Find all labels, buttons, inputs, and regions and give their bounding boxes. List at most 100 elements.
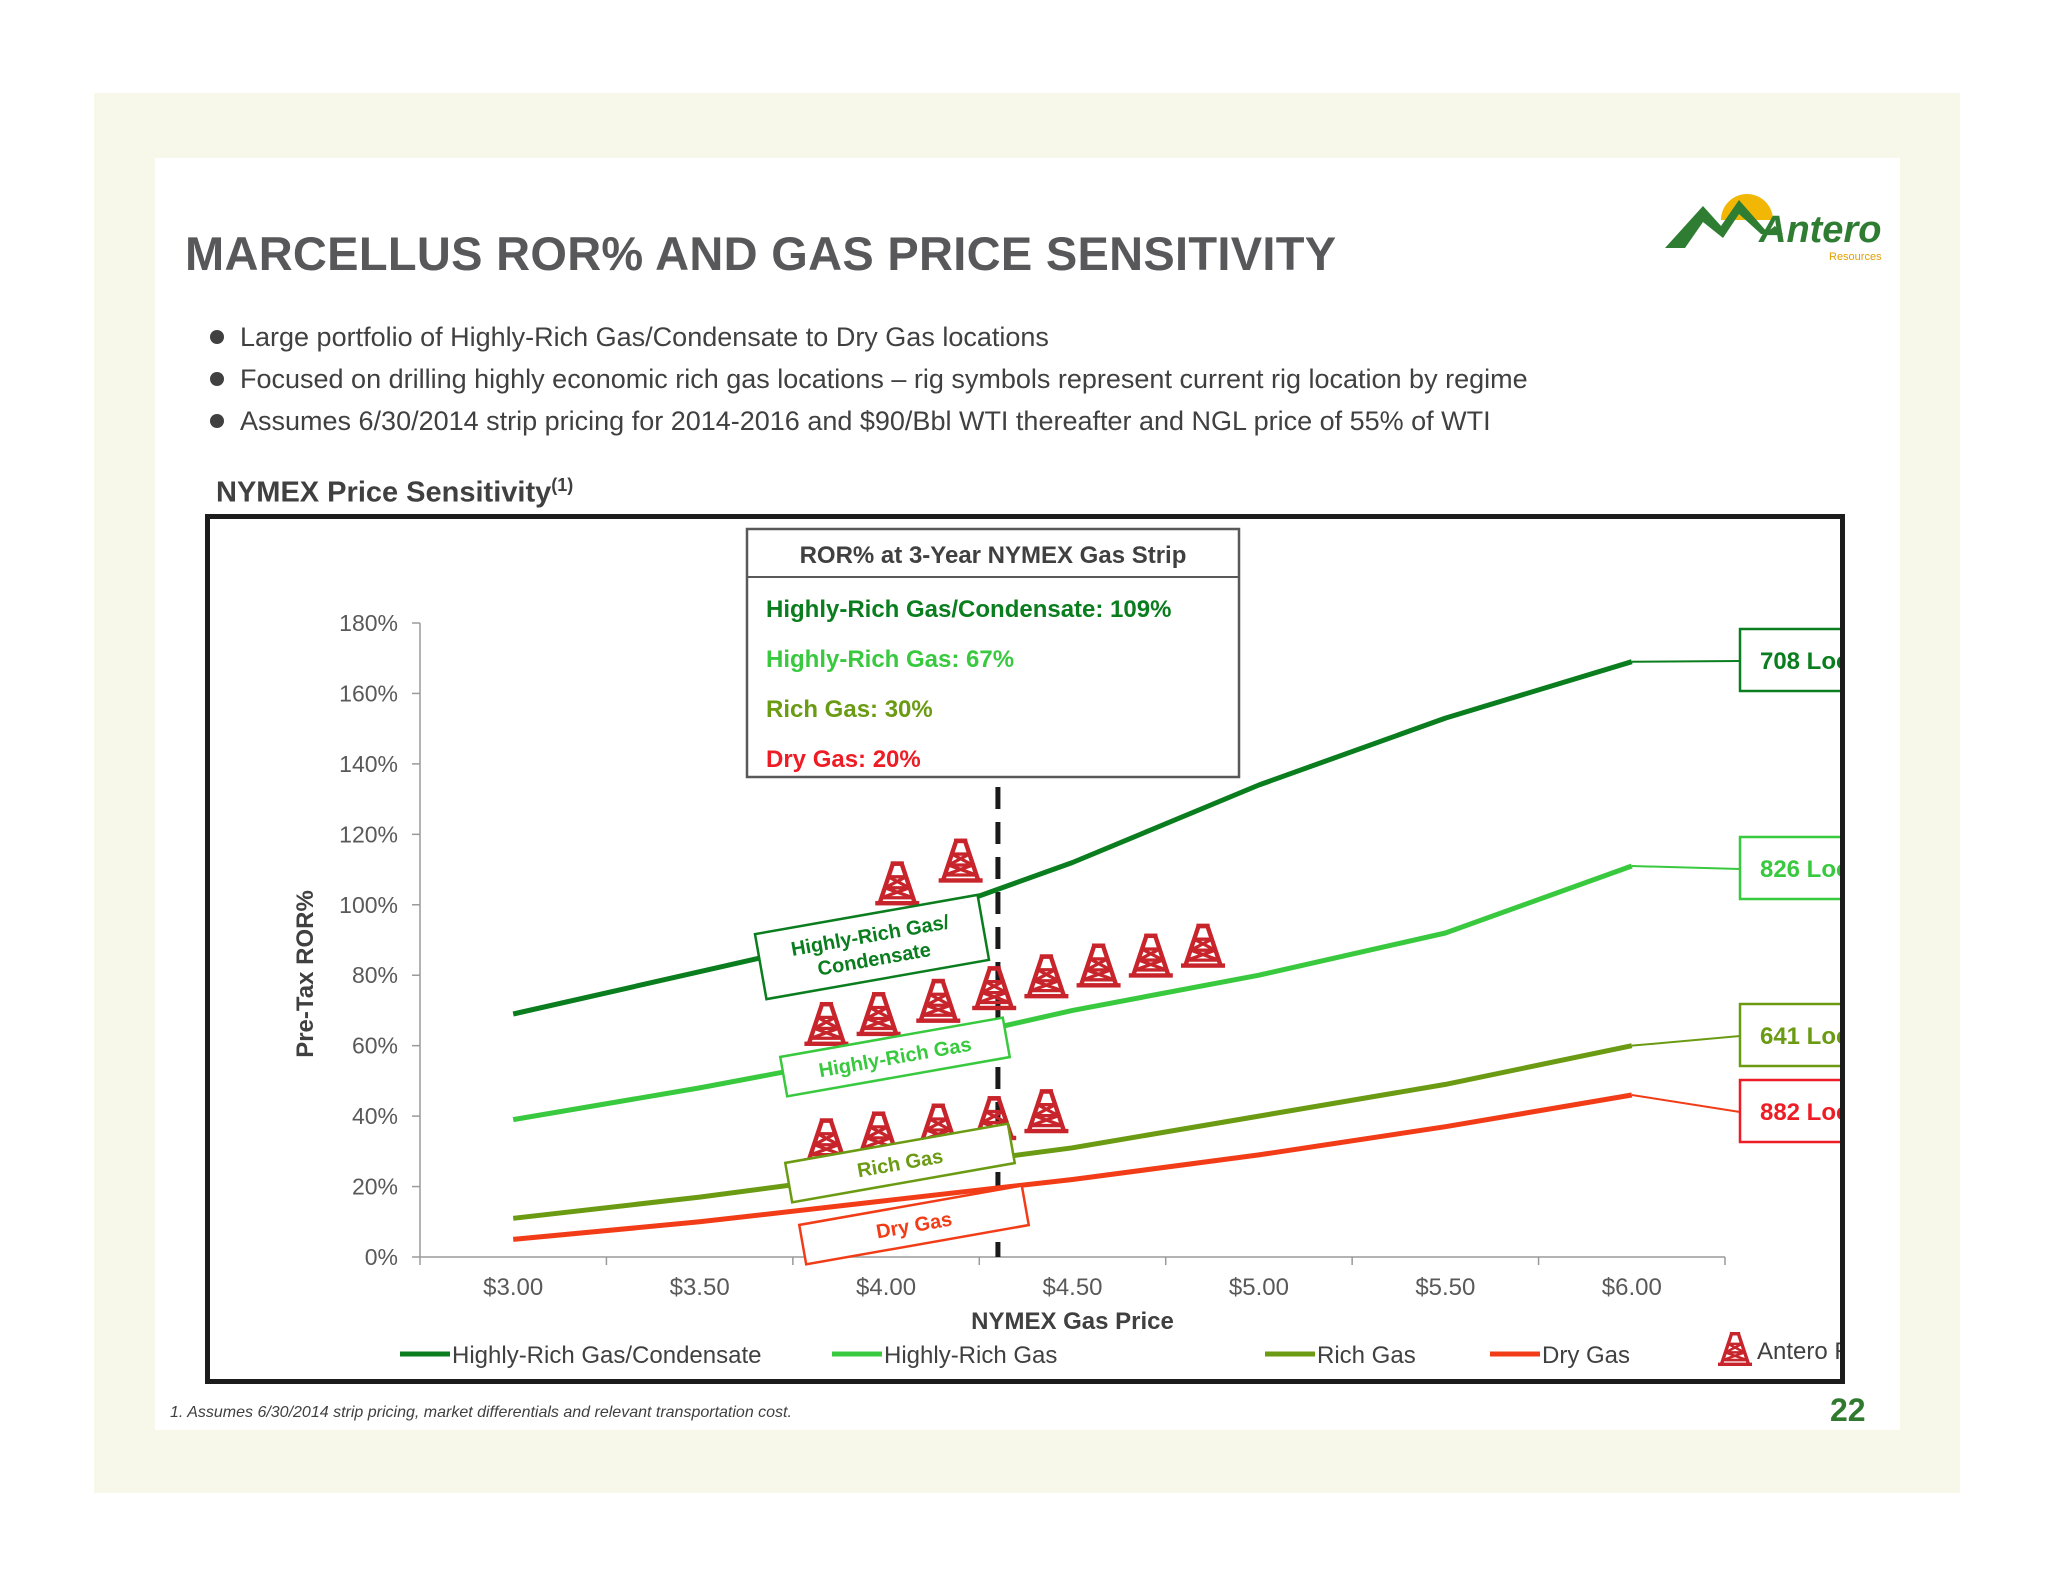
rig-bracing (1187, 937, 1219, 962)
strip-ror-header: ROR% at 3-Year NYMEX Gas Strip (800, 542, 1187, 569)
rig-bracing (1082, 957, 1115, 982)
rig-top (931, 1103, 945, 1108)
legend-label: Highly-Rich Gas (884, 1342, 1057, 1369)
rig-top (890, 861, 904, 866)
locations-callout-text: 826 Locations (1760, 856, 1840, 883)
series-label-border (778, 1016, 1012, 1098)
rig-bracing (810, 1015, 843, 1040)
bullet-list: Large portfolio of Highly-Rich Gas/Conde… (210, 316, 1528, 442)
x-axis-title: NYMEX Gas Price (971, 1308, 1174, 1335)
y-tick-label: 20% (352, 1174, 398, 1200)
bullet-dot-icon (210, 414, 224, 428)
locations-callout-box (1738, 835, 1840, 901)
locations-callout-text: 641 Locations (1760, 1023, 1840, 1050)
locations-leader-line (1631, 1093, 1741, 1113)
bullet-item: Assumes 6/30/2014 strip pricing for 2014… (210, 400, 1528, 442)
y-tick-label: 0% (365, 1244, 398, 1270)
rig-bracing (1030, 968, 1063, 993)
y-tick-label: 120% (339, 821, 398, 847)
rig-top (1039, 954, 1053, 959)
legend-label: Antero Rigs Employed (1757, 1338, 1840, 1365)
bullet-dot-icon (210, 372, 224, 386)
rig-base (1024, 993, 1069, 999)
rig-base (1076, 983, 1121, 988)
bullet-item: Large portfolio of Highly-Rich Gas/Conde… (210, 316, 1528, 358)
locations-leader-line (1631, 865, 1741, 870)
locations-callout-box (1738, 627, 1840, 693)
y-tick-label: 80% (352, 962, 398, 988)
logo-wordmark: Antero (1758, 209, 1881, 251)
y-tick-label: 160% (339, 680, 398, 706)
series-label-box: Rich Gas (783, 1122, 1017, 1204)
logo-subtext: Resources (1829, 251, 1882, 263)
rig-top (1144, 933, 1158, 939)
rig-icon (1076, 943, 1121, 988)
rig-top (872, 1111, 886, 1116)
rig-top (872, 992, 886, 997)
series-label-box: Dry Gas (797, 1184, 1031, 1266)
rig-base (938, 878, 983, 883)
strip-ror-line: Rich Gas: 30% (766, 696, 933, 723)
rig-base (972, 1005, 1017, 1011)
logo-mountains (1665, 200, 1783, 248)
bullet-dot-icon (210, 330, 224, 344)
rig-icon (916, 978, 961, 1023)
x-tick-label: $3.50 (670, 1274, 730, 1301)
rig-base (916, 1018, 961, 1023)
rig-bracing (978, 979, 1011, 1005)
series-line-highly-rich-gas-condensate (512, 659, 1633, 1017)
chart-heading: NYMEX Price Sensitivity(1) (216, 475, 574, 509)
rig-icon (875, 861, 920, 906)
series-label-border (797, 1184, 1031, 1266)
rig-icon (1024, 1089, 1069, 1134)
rig-top (931, 978, 945, 984)
footnote: 1. Assumes 6/30/2014 strip pricing, mark… (170, 1404, 792, 1421)
strip-ror-line: Highly-Rich Gas/Condensate: 109% (766, 596, 1171, 623)
strip-ror-box (745, 527, 1241, 779)
rig-icon (856, 992, 901, 1037)
rig-bracing (1030, 1103, 1063, 1128)
rig-base (1024, 1128, 1069, 1134)
locations-callout-text: 708 Locations (1760, 648, 1840, 675)
legend-label: Dry Gas (1542, 1342, 1630, 1369)
y-tick-label: 60% (352, 1033, 398, 1059)
rig-base (1181, 963, 1225, 968)
locations-leader-line (1631, 660, 1741, 663)
rig-base (875, 901, 920, 906)
y-tick-label: 100% (339, 892, 398, 918)
strip-ror-line: Highly-Rich Gas: 67% (766, 646, 1014, 673)
x-tick-label: $5.50 (1415, 1274, 1475, 1301)
series-label-box: Highly-Rich Gas/Condensate (753, 893, 991, 1001)
rig-top (954, 838, 968, 844)
y-tick-label: 180% (339, 610, 398, 636)
page-number: 22 (1830, 1392, 1866, 1428)
x-tick-label: $4.50 (1042, 1274, 1102, 1301)
chart-container: 0% 20% 40% 60% 80% 100% 120% 140% 160% 180% $3.00 $… (205, 514, 1845, 1384)
rig-base (804, 1041, 849, 1046)
rig-base (1128, 973, 1173, 978)
legend-label: Highly-Rich Gas/Condensate (452, 1342, 761, 1369)
series-line-dry-gas (512, 1092, 1633, 1242)
rig-icon (972, 966, 1017, 1011)
locations-leader-line (1631, 1035, 1741, 1047)
ror-line-chart: 0% 20% 40% 60% 80% 100% 120% 140% 160% 180% $3.00 $… (292, 527, 1840, 1369)
x-tick-label: $5.00 (1229, 1274, 1289, 1301)
x-tick-label: $6.00 (1602, 1274, 1662, 1301)
rig-top (1039, 1089, 1053, 1094)
y-tick-label: 40% (352, 1103, 398, 1129)
rig-bracing (922, 992, 955, 1017)
rig-base (1718, 1362, 1752, 1366)
series-line-rich-gas (512, 1043, 1633, 1221)
slide-title: MARCELLUS ROR% AND GAS PRICE SENSITIVITY (185, 227, 1337, 280)
rig-bracing (862, 1005, 895, 1031)
strip-ror-line: Dry Gas: 20% (766, 746, 921, 773)
rig-top (1729, 1332, 1741, 1336)
rig-top (819, 1001, 834, 1007)
series-label-border (783, 1122, 1017, 1204)
antero-logo: Antero Resources (1665, 194, 1882, 263)
rig-bracing (1134, 947, 1167, 972)
rig-top (1092, 943, 1106, 948)
rig-top (1196, 923, 1210, 929)
rig-top (987, 966, 1001, 971)
rig-base (856, 1031, 901, 1037)
